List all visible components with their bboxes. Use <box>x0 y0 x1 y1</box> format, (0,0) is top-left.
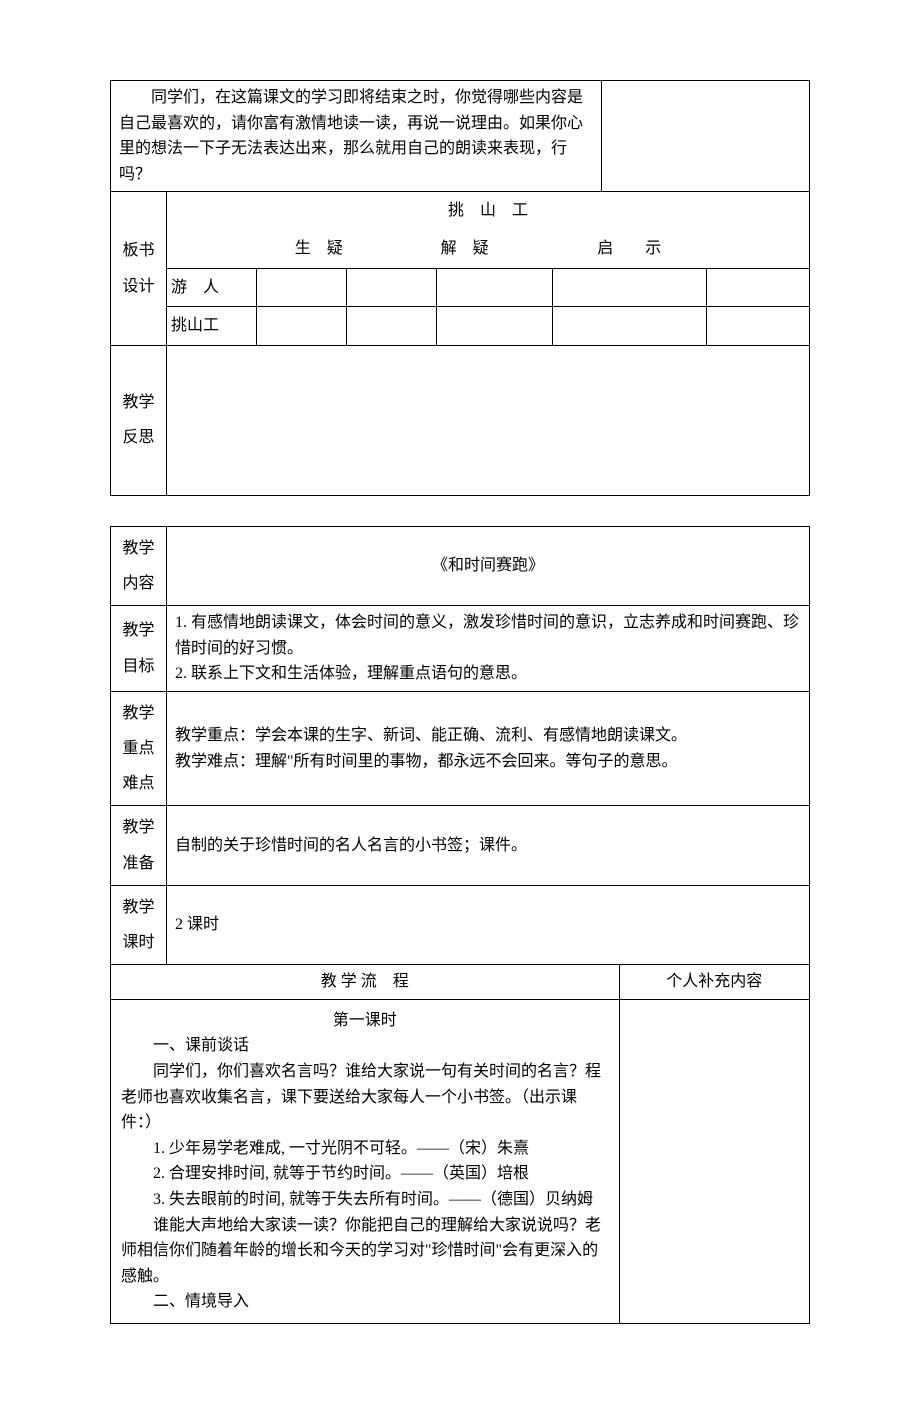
quote-1: 1. 少年易学老难成, 一寸光阴不可轻。——（宋）朱熹 <box>121 1136 609 1162</box>
lesson1-table: 同学们，在这篇课文的学习即将结束之时，你觉得哪些内容是自己最喜欢的，请你富有激情… <box>110 80 810 496</box>
goal-1: 1. 有感情地朗读课文，体会时间的意义，激发珍惜时间的意识，立志养成和时间赛跑、… <box>175 610 801 661</box>
board-row-youren: 游 人 <box>167 268 809 307</box>
board-inner-table: 挑 山 工 生 疑 解 疑 启 示 游 人 <box>167 192 809 344</box>
lesson2-table: 教学内容 《和时间赛跑》 教学目标 1. 有感情地朗读课文，体会时间的意义，激发… <box>110 526 810 1324</box>
content-label: 教学内容 <box>111 526 167 605</box>
conclusion-row: 同学们，在这篇课文的学习即将结束之时，你觉得哪些内容是自己最喜欢的，请你富有激情… <box>111 81 810 192</box>
board-design-row: 板书 设计 挑 山 工 生 疑 解 疑 启 示 <box>111 192 810 345</box>
goal-2: 2. 联系上下文和生活体验，理解重点语句的意思。 <box>175 661 801 687</box>
row-label-youren: 游 人 <box>167 268 257 307</box>
content-row: 教学内容 《和时间赛跑》 <box>111 526 810 605</box>
col-shengyi: 生 疑 <box>257 230 347 268</box>
board-design-label: 板书 设计 <box>111 192 167 345</box>
flow-header-right: 个人补充内容 <box>619 965 809 999</box>
talk-p2: 谁能大声地给大家读一读？你能把自己的理解给大家说说吗？老师相信你们随着年龄的增长… <box>121 1213 609 1290</box>
board-row-tiaoshangong: 挑山工 <box>167 307 809 345</box>
prep-value: 自制的关于珍惜时间的名人名言的小书签；课件。 <box>167 806 810 885</box>
periods-row: 教学课时 2 课时 <box>111 885 810 964</box>
periods-value: 2 课时 <box>167 885 810 964</box>
prep-label: 教学准备 <box>111 806 167 885</box>
keypoint-2: 教学难点：理解"所有时间里的事物，都永远不会回来。等句子的意思。 <box>175 749 801 775</box>
conclusion-text: 同学们，在这篇课文的学习即将结束之时，你觉得哪些内容是自己最喜欢的，请你富有激情… <box>119 85 593 187</box>
goals-row: 教学目标 1. 有感情地朗读课文，体会时间的意义，激发珍惜时间的意识，立志养成和… <box>111 606 810 692</box>
period-title: 第一课时 <box>121 1008 609 1034</box>
keypoints-row: 教学重点难点 教学重点：学会本课的生字、新词、能正确、流利、有感情地朗读课文。 … <box>111 691 810 806</box>
talk-p1: 同学们，你们喜欢名言吗？谁给大家说一句有关时间的名言？程老师也喜欢收集名言，课下… <box>121 1059 609 1136</box>
goals-label: 教学目标 <box>111 606 167 692</box>
flow-header-row: 教 学 流 程 个人补充内容 <box>111 965 810 1000</box>
prep-row: 教学准备 自制的关于珍惜时间的名人名言的小书签；课件。 <box>111 806 810 885</box>
col-jieyi: 解 疑 <box>437 230 553 268</box>
flow-supplement <box>619 1000 809 1323</box>
section-1-heading: 一、课前谈话 <box>121 1033 609 1059</box>
periods-label: 教学课时 <box>111 885 167 964</box>
flow-header-left: 教 学 流 程 <box>111 965 619 999</box>
flow-body-row: 第一课时 一、课前谈话 同学们，你们喜欢名言吗？谁给大家说一句有关时间的名言？程… <box>111 999 810 1323</box>
keypoint-1: 教学重点：学会本课的生字、新词、能正确、流利、有感情地朗读课文。 <box>175 723 801 749</box>
keypoints-label: 教学重点难点 <box>111 691 167 806</box>
quote-3: 3. 失去眼前的时间, 就等于失去所有时间。——（德国）贝纳姆 <box>121 1187 609 1213</box>
flow-main: 第一课时 一、课前谈话 同学们，你们喜欢名言吗？谁给大家说一句有关时间的名言？程… <box>111 1000 619 1323</box>
reflection-label: 教学 反思 <box>111 345 167 495</box>
board-title: 挑 山 工 <box>167 192 809 230</box>
content-value: 《和时间赛跑》 <box>167 526 810 605</box>
col-qishi: 启 示 <box>552 230 706 268</box>
row-label-tiaoshangong: 挑山工 <box>167 307 257 345</box>
quote-2: 2. 合理安排时间, 就等于节约时间。——（英国）培根 <box>121 1161 609 1187</box>
section-2-heading: 二、情境导入 <box>121 1289 609 1315</box>
reflection-row: 教学 反思 <box>111 345 810 495</box>
reflection-content <box>167 345 810 495</box>
